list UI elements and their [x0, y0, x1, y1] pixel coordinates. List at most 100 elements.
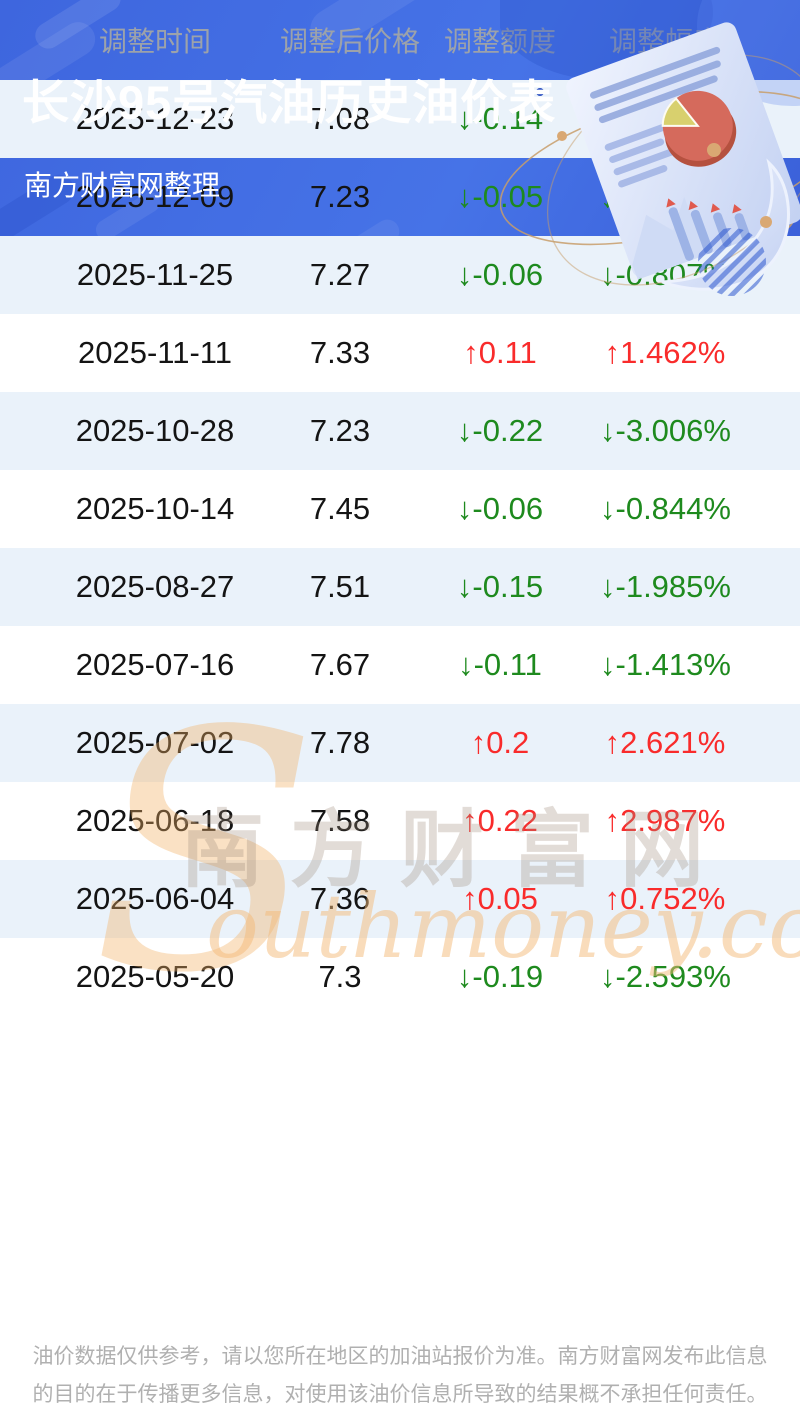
change-percent-value: -1.413%	[615, 647, 731, 682]
page-subtitle: 南方财富网整理	[24, 170, 221, 201]
change-amount-value: -0.06	[472, 257, 544, 292]
cell-change-percent: ↓-1.413%	[600, 647, 731, 683]
change-amount-value: 0.05	[477, 881, 538, 916]
cell-change-amount: ↓-0.06	[400, 491, 600, 527]
percent-arrow-icon: ↑	[604, 335, 621, 370]
cell-change-percent: ↓-2.593%	[600, 959, 731, 995]
cell-change-percent: ↓-1.985%	[600, 569, 731, 605]
change-amount-value: -0.19	[472, 959, 544, 994]
change-arrow-icon: ↓	[456, 569, 473, 604]
percent-arrow-icon: ↓	[600, 413, 616, 448]
cell-date: 2025-11-25	[76, 257, 234, 292]
percent-arrow-icon: ↑	[604, 803, 621, 838]
percent-arrow-icon: ↓	[600, 569, 616, 604]
cell-change-amount: ↓-0.15	[400, 569, 600, 605]
cell-price: 7.36	[309, 881, 371, 916]
cell-change-amount: ↓-0.14	[400, 101, 600, 137]
change-arrow-icon: ↑	[462, 803, 478, 838]
percent-arrow-icon: ↑	[604, 725, 621, 760]
change-percent-value: -1.985%	[615, 569, 731, 604]
change-percent-value: -3.006%	[615, 413, 731, 448]
cell-date: 2025-06-04	[75, 881, 235, 916]
table-row: 2025-06-04 7.36 ↑0.05 ↑0.752%	[0, 860, 800, 938]
cell-change-amount: ↓-0.11	[400, 647, 600, 683]
change-amount-value: 0.11	[478, 335, 537, 370]
cell-change-amount: ↑0.2	[400, 725, 600, 761]
cell-price: 7.67	[309, 647, 371, 682]
cell-date: 2025-12-23	[75, 101, 235, 136]
decor-dot	[536, 88, 544, 96]
text-lines-icon	[590, 46, 721, 124]
change-percent-value: 0.752%	[620, 881, 726, 916]
cell-change-amount: ↑0.11	[400, 335, 600, 371]
change-amount-value: -0.06	[472, 491, 544, 526]
cell-date: 2025-06-18	[75, 803, 235, 838]
table-row: 2025-08-27 7.51 ↓-0.15 ↓-1.985%	[0, 548, 800, 626]
cell-price: 7.33	[309, 335, 371, 370]
change-arrow-icon: ↓	[456, 179, 473, 214]
percent-arrow-icon: ↓	[600, 959, 616, 994]
table-row: 2025-11-11 7.33 ↑0.11 ↑1.462%	[0, 314, 800, 392]
table-row: 2025-05-20 7.3 ↓-0.19 ↓-2.593%	[0, 938, 800, 1016]
cell-date: 2025-07-16	[75, 647, 235, 682]
change-arrow-icon: ↓	[456, 101, 473, 136]
cell-price: 7.58	[309, 803, 371, 838]
percent-arrow-icon: ↑	[604, 881, 621, 916]
table-row: 2025-10-28 7.23 ↓-0.22 ↓-3.006%	[0, 392, 800, 470]
table-body: 2025-12-23 7.08 ↓-0.14 ↓-1.988% 2025-12-…	[0, 80, 800, 1016]
cell-change-percent: ↑0.752%	[600, 881, 730, 917]
change-amount-value: 0.2	[486, 725, 530, 760]
cell-date: 2025-05-20	[75, 959, 235, 994]
cell-change-amount: ↓-0.06	[400, 257, 600, 293]
orbit-bead-icon	[557, 131, 567, 141]
table-row: 2025-07-16 7.67 ↓-0.11 ↓-1.413%	[0, 626, 800, 704]
col-header-adjust-date: 调整时间	[98, 26, 211, 57]
col-header-adjusted-price: 调整后价格	[280, 26, 421, 57]
change-arrow-icon: ↓	[458, 647, 474, 682]
cell-date: 2025-08-27	[75, 569, 235, 604]
orbit-bead-icon	[707, 143, 721, 157]
cell-change-percent: ↑2.621%	[600, 725, 730, 761]
cell-price: 7.78	[309, 725, 371, 760]
cell-change-percent: ↓-0.844%	[600, 491, 731, 527]
change-percent-value: -0.844%	[615, 491, 731, 526]
text-lines-icon	[604, 124, 677, 188]
cell-change-amount: ↓-0.19	[400, 959, 600, 995]
cell-date: 2025-10-28	[75, 413, 235, 448]
cell-change-percent: ↓-3.006%	[600, 413, 731, 449]
document-chart-illustration	[500, 0, 800, 296]
change-amount-value: -0.15	[472, 569, 544, 604]
change-percent-value: 1.462%	[620, 335, 726, 370]
change-amount-value: -0.05	[472, 179, 544, 214]
change-percent-value: 2.987%	[620, 803, 726, 838]
cell-price: 7.23	[309, 179, 371, 214]
change-arrow-icon: ↑	[470, 725, 487, 760]
change-amount-value: -0.22	[472, 413, 544, 448]
cell-price: 7.23	[309, 413, 371, 448]
change-percent-value: -2.593%	[615, 959, 731, 994]
disclaimer-text: 油价数据仅供参考，请以您所在地区的加油站报价为准。南方财富网发布此信息的目的在于…	[32, 1345, 768, 1406]
cell-date: 2025-07-02	[75, 725, 235, 760]
cell-price: 7.3	[318, 959, 362, 994]
paper-sheet-icon	[566, 22, 800, 280]
change-amount-value: 0.22	[477, 803, 538, 838]
cell-change-percent: ↑2.987%	[600, 803, 730, 839]
cell-change-amount: ↓-0.05	[400, 179, 600, 215]
cell-date: 2025-11-11	[78, 335, 232, 370]
price-history-table: 调整时间 调整后价格 调整额度 调整幅度 2025-12-23 7.08 ↓-0…	[0, 26, 800, 1016]
cell-date: 2025-10-14	[75, 491, 235, 526]
change-amount-value: -0.14	[472, 101, 544, 136]
change-arrow-icon: ↓	[456, 959, 473, 994]
cell-price: 7.45	[309, 491, 371, 526]
table-row: 2025-06-18 7.58 ↑0.22 ↑2.987%	[0, 782, 800, 860]
cell-change-amount: ↑0.22	[400, 803, 600, 839]
change-arrow-icon: ↓	[456, 491, 473, 526]
cell-change-amount: ↓-0.22	[400, 413, 600, 449]
change-arrow-icon: ↓	[456, 257, 473, 292]
cell-change-amount: ↑0.05	[400, 881, 600, 917]
change-arrow-icon: ↓	[456, 413, 473, 448]
change-arrow-icon: ↑	[463, 335, 479, 370]
change-amount-value: -0.11	[473, 647, 542, 682]
cell-date: 2025-12-09	[75, 179, 235, 214]
